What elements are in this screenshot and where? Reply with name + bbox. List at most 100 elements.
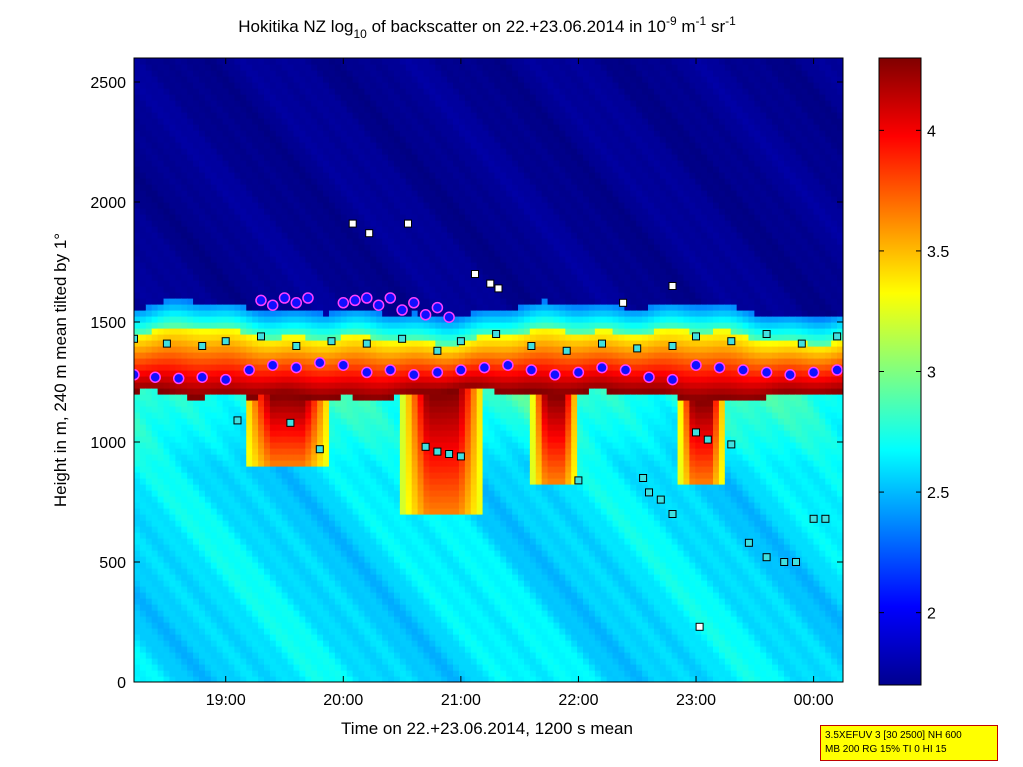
heatmap-cell (358, 160, 366, 167)
heatmap-cell (382, 346, 389, 353)
heatmap-cell (393, 430, 401, 437)
heatmap-cell (234, 646, 241, 653)
heatmap-cell (275, 466, 283, 473)
heatmap-cell (234, 652, 241, 659)
heatmap-cell (281, 208, 289, 215)
heatmap-cell (370, 100, 377, 107)
heatmap-cell (258, 124, 265, 131)
heatmap-cell (139, 586, 147, 593)
heatmap-cell (299, 148, 306, 155)
heatmap-cell (328, 118, 336, 125)
heatmap-cell (157, 172, 165, 179)
heatmap-cell (258, 478, 265, 485)
heatmap-cell (204, 388, 212, 395)
heatmap-cell (405, 628, 413, 635)
heatmap-cell (269, 292, 277, 299)
heatmap-cell (399, 70, 407, 77)
heatmap-cell (228, 106, 236, 113)
heatmap-cell (204, 334, 212, 341)
heatmap-cell (145, 502, 153, 509)
heatmap-cell (198, 280, 206, 287)
heatmap-cell (269, 124, 277, 131)
heatmap-cell (399, 340, 407, 347)
heatmap-cell (311, 58, 318, 65)
heatmap-cell (323, 478, 330, 485)
heatmap-cell (222, 136, 230, 143)
heatmap-cell (352, 508, 360, 515)
heatmap-cell (228, 658, 236, 665)
heatmap-cell (311, 364, 318, 371)
heatmap-cell (175, 502, 182, 509)
heatmap-cell (139, 112, 147, 119)
heatmap-cell (393, 466, 401, 473)
heatmap-cell (328, 430, 336, 437)
heatmap-cell (323, 250, 330, 257)
heatmap-cell (405, 82, 413, 89)
heatmap-cell (252, 310, 259, 317)
heatmap-cell (299, 136, 306, 143)
heatmap-cell (157, 652, 165, 659)
heatmap-cell (340, 88, 348, 95)
heatmap-cell (311, 508, 318, 515)
heatmap-cell (193, 364, 200, 371)
heatmap-cell (193, 64, 200, 71)
heatmap-cell (311, 430, 318, 437)
heatmap-cell (370, 676, 377, 682)
heatmap-cell (246, 118, 253, 125)
heatmap-cell (222, 574, 230, 581)
heatmap-cell (204, 232, 212, 239)
heatmap-cell (399, 130, 407, 137)
heatmap-cell (328, 76, 336, 83)
heatmap-cell (204, 580, 212, 587)
heatmap-cell (388, 526, 395, 533)
heatmap-cell (139, 646, 147, 653)
heatmap-cell (151, 430, 159, 437)
heatmap-cell (346, 280, 354, 287)
heatmap-cell (405, 262, 413, 269)
heatmap-cell (210, 88, 218, 95)
heatmap-cell (145, 616, 153, 623)
heatmap-cell (405, 268, 413, 275)
heatmap-cell (240, 388, 247, 395)
heatmap-cell (157, 250, 165, 257)
heatmap-cell (328, 496, 336, 503)
heatmap-cell (364, 310, 371, 317)
heatmap-cell (246, 604, 253, 611)
heatmap-cell (139, 334, 147, 341)
heatmap-cell (258, 436, 265, 443)
heatmap-cell (151, 172, 159, 179)
heatmap-cell (181, 640, 188, 647)
heatmap-cell (258, 538, 265, 545)
heatmap-cell (317, 412, 324, 419)
heatmap-cell (175, 628, 182, 635)
heatmap-cell (393, 664, 401, 671)
heatmap-cell (399, 190, 407, 197)
heatmap-cell (210, 328, 218, 335)
heatmap-cell (263, 136, 271, 143)
heatmap-cell (145, 298, 153, 305)
heatmap-cell (134, 484, 141, 491)
heatmap-cell (134, 550, 141, 557)
heatmap-cell (163, 376, 171, 383)
heatmap-cell (263, 454, 271, 461)
heatmap-cell (340, 262, 348, 269)
heatmap-cell (210, 526, 218, 533)
heatmap-cell (323, 220, 330, 227)
heatmap-cell (317, 568, 324, 575)
heatmap-cell (388, 616, 395, 623)
heatmap-cell (175, 406, 182, 413)
heatmap-cell (139, 592, 147, 599)
heatmap-cell (263, 286, 271, 293)
heatmap-cell (358, 358, 366, 365)
heatmap-cell (393, 436, 401, 443)
heatmap-cell (252, 604, 259, 611)
heatmap-cell (204, 370, 212, 377)
heatmap-cell (275, 418, 283, 425)
heatmap-cell (139, 514, 147, 521)
heatmap-cell (323, 256, 330, 263)
heatmap-cell (210, 136, 218, 143)
heatmap-cell (334, 130, 342, 137)
heatmap-cell (169, 286, 176, 293)
heatmap-cell (399, 454, 407, 461)
heatmap-cell (323, 184, 330, 191)
